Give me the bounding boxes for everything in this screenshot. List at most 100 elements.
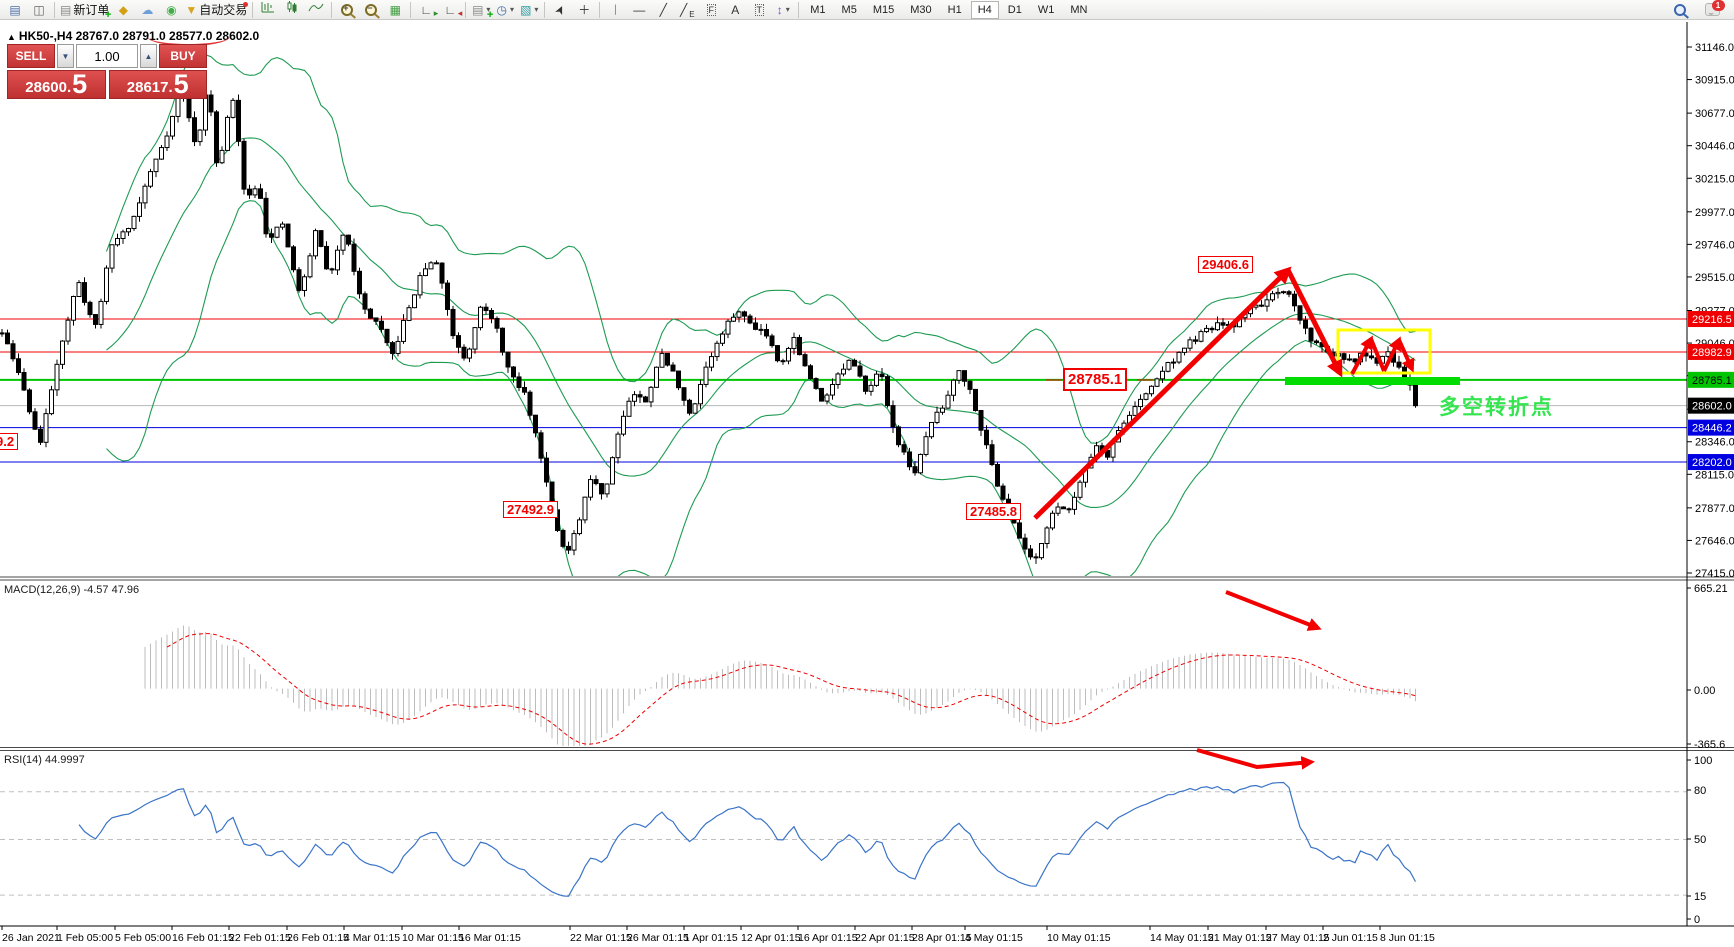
chart-shift-button[interactable]: ∟ ◂ [438,1,462,19]
trendline-button[interactable]: ╱ [651,1,675,19]
candle-body [736,311,742,318]
candle-body [1072,496,1077,510]
templates-icon: ▧ [520,2,532,17]
candle-body [467,348,472,359]
candle-body [714,342,720,358]
rsi-axis-label: 100 [1694,755,1712,767]
candle-body [824,394,830,402]
buy-button[interactable]: BUY [159,44,207,68]
market-watch-button[interactable]: ◆ [111,1,135,19]
horizontal-line-button[interactable]: — [627,1,651,19]
candle-body [43,413,49,443]
time-tick-label: 12 Apr 01:15 [741,932,801,944]
candle-body [263,197,269,235]
timeframe-m30[interactable]: M30 [910,3,932,16]
timeframe-m5[interactable]: M5 [841,3,857,16]
candle-chart-button[interactable] [280,1,304,19]
volume-input[interactable]: 1.00 [76,44,138,68]
rally-up-arrow [1033,266,1292,520]
templates-button[interactable]: ▧ ▾ [517,1,541,19]
arrow-objects-button[interactable]: ↕ ▾ [771,1,795,19]
dropdown-arrow-icon: ▾ [785,5,790,14]
search-button[interactable] [1668,1,1692,19]
candle-body [912,466,918,474]
new-chart-button[interactable]: ▤ [3,1,27,19]
collapse-panel-icon[interactable]: ▲ [7,32,16,42]
candle-body [10,343,16,360]
candle-body [577,519,582,535]
timeframe-h4[interactable]: H4 [970,0,999,19]
timeframe-m15[interactable]: M15 [872,3,895,16]
candle-body [852,359,857,367]
timeframe-w1[interactable]: W1 [1037,3,1055,16]
candle-body [901,444,907,453]
cursor-button[interactable]: ➤ [548,1,572,19]
time-tick-label: 10 Mar 01:15 [402,932,464,944]
candle-body [5,332,10,345]
candle-body [621,415,626,435]
channel-button[interactable]: F [699,1,723,19]
candle-body [637,394,643,398]
candle-body [654,366,659,388]
signal-button[interactable]: ◉ [159,1,183,19]
timeframe-h1[interactable]: H1 [947,3,962,16]
candle-body [692,403,698,414]
bar-chart-button[interactable] [256,1,280,19]
profiles-button[interactable]: ◫ [27,1,51,19]
volume-decrease-button[interactable]: ▼ [57,44,74,68]
timeframe-m1[interactable]: M1 [810,3,826,16]
line-chart-button[interactable] [304,1,328,19]
candle-body [494,317,500,329]
fibonacci-button[interactable]: ╱ E [675,1,699,19]
candle-body [538,432,544,459]
bollinger-bands-layer [105,54,1416,576]
price-tick-label: 30677.0 [1695,108,1734,120]
text-button[interactable]: A [723,1,747,19]
crosshair-button[interactable]: ＋ [572,1,596,19]
community-icon: ☁ [141,2,154,17]
annotation-may-low-price: 27485.8 [966,503,1021,520]
candle-body [698,383,703,405]
candle-body [604,483,610,495]
sell-price[interactable]: 28600. 5 [7,70,106,99]
timeframe-mn[interactable]: MN [1070,3,1088,16]
sell-button[interactable]: SELL [7,44,55,68]
vertical-line-button[interactable]: ︱ [603,1,627,19]
candle-body [868,384,874,392]
signal-icon: ◉ [166,2,177,17]
bollinger-lower-line [106,200,1416,576]
text-icon: A [731,2,740,17]
zoom-out-button[interactable]: − [359,1,383,19]
candle-body [1028,548,1033,558]
notification-badge: 1 [1711,0,1725,11]
zoom-in-button[interactable]: + [335,1,359,19]
candle-body [1000,485,1006,500]
text-label-button[interactable]: T [747,1,771,19]
candle-body [522,387,527,393]
candle-body [351,243,357,272]
time-tick-label: 27 May 01:15 [1266,932,1330,944]
timeframe-d1[interactable]: D1 [1007,3,1022,16]
candle-body [1215,322,1220,331]
candle-body [362,293,368,310]
candle-body [164,135,170,149]
candle-chart-icon [284,0,300,19]
auto-scroll-button[interactable]: ∟ ▸ [414,1,438,19]
candle-body [214,111,219,164]
volume-increase-button[interactable]: ▲ [140,44,157,68]
time-tick-label: 4 Mar 01:15 [344,932,400,944]
community-button[interactable]: ☁ [135,1,159,19]
periods-button[interactable]: ◷ ▾ [493,1,517,19]
new-order-button[interactable]: ▤ + 新订单 [58,1,111,21]
autotrading-button[interactable]: ▼ 自动交易 [183,1,249,19]
time-tick-label: 1 Apr 01:15 [684,932,738,944]
indicators-button[interactable]: ▤ + ▾ [469,1,493,21]
candle-body [423,268,428,277]
candle-body [720,333,725,344]
candle-body [896,426,901,446]
notifications-button[interactable]: 1 [1700,0,1725,19]
annotation-peak-price: 29406.6 [1198,256,1253,273]
tile-windows-button[interactable]: ▦ [383,1,407,19]
buy-price[interactable]: 28617. 5 [108,70,207,99]
